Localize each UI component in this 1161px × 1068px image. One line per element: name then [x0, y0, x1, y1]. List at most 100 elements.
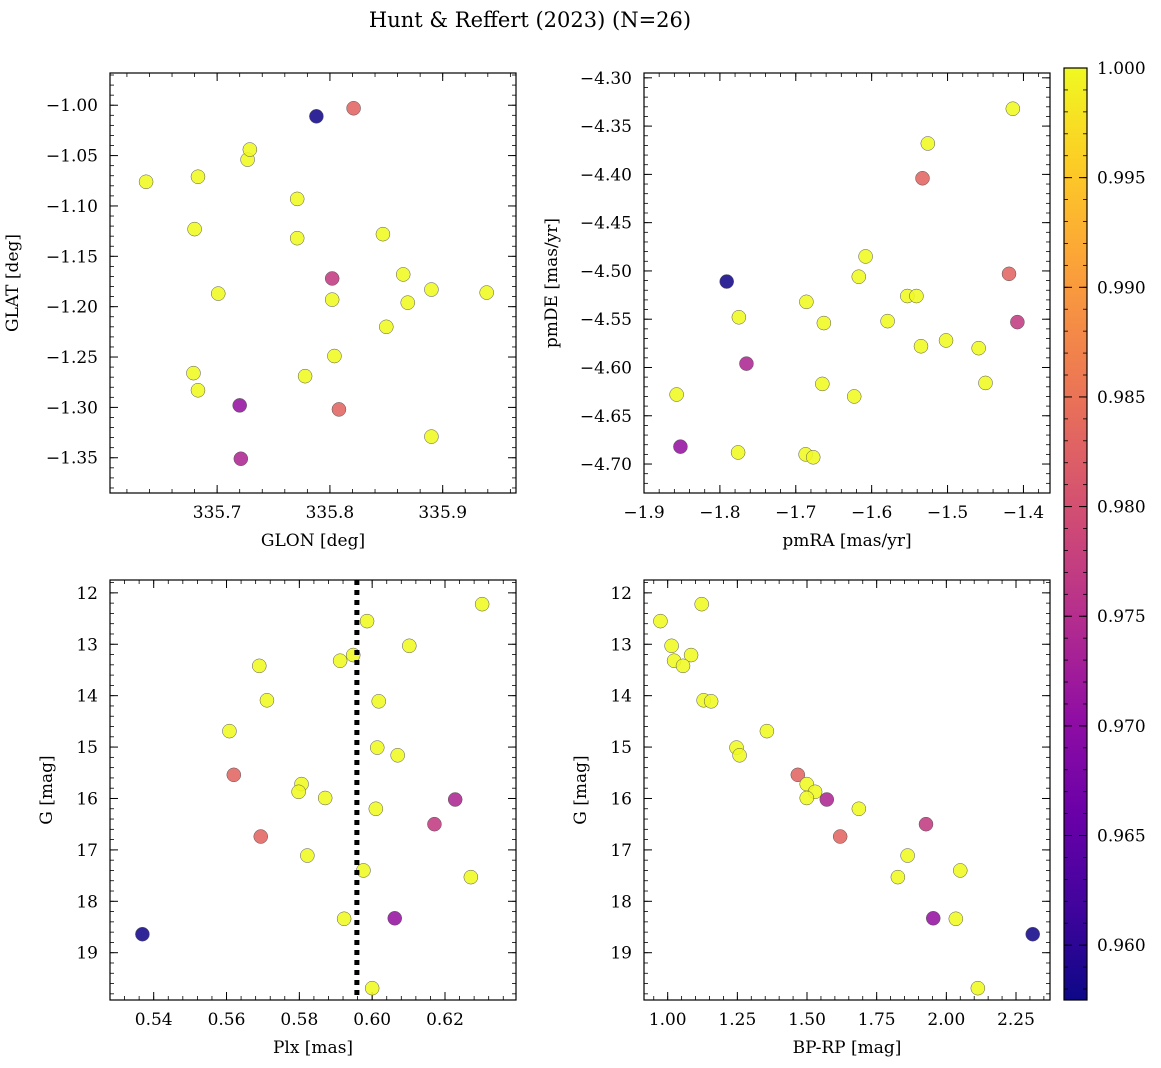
scatter-point: [226, 767, 242, 783]
scatter-point: [719, 274, 734, 289]
y-tick-label: 19: [76, 944, 98, 964]
x-tick-label: 2.00: [927, 1010, 965, 1030]
scatter-point: [851, 801, 867, 817]
scatter-point: [190, 169, 206, 184]
scatter-point: [400, 295, 415, 310]
scatter-point: [732, 748, 747, 763]
scatter-point: [970, 980, 986, 996]
y-tick-label: −4.40: [580, 165, 632, 185]
x-tick-label: 0.62: [426, 1010, 464, 1030]
scatter-point: [971, 340, 986, 356]
scatter-point: [364, 980, 380, 996]
x-tick-label: −1.4: [1003, 503, 1044, 523]
scatter-point: [332, 653, 348, 668]
scatter-point: [327, 348, 342, 364]
scatter-point: [259, 693, 275, 708]
scatter-point: [289, 191, 305, 207]
scatter-point: [331, 402, 347, 417]
y-tick-label: 16: [76, 789, 98, 809]
scatter-point: [816, 315, 832, 331]
x-tick-label: −1.5: [927, 503, 968, 523]
x-tick-label: 0.58: [280, 1010, 318, 1030]
colorbar-gradient: [1063, 67, 1088, 1001]
scatter-point: [673, 439, 688, 454]
scatter-point: [739, 356, 754, 371]
scatter-point: [289, 230, 305, 246]
scatter-point: [395, 267, 411, 282]
scatter-point: [222, 723, 237, 739]
scatter-point: [479, 285, 494, 300]
scatter-point: [232, 398, 247, 413]
scatter-point: [858, 249, 873, 264]
y-tick-label: −4.60: [580, 358, 632, 378]
scatter-point: [324, 271, 340, 286]
x-tick-label: 1.00: [649, 1010, 687, 1030]
scatter-point: [424, 282, 439, 297]
scatter-point: [387, 911, 402, 926]
scatter-point: [474, 596, 490, 612]
y-tick-label: 17: [76, 841, 98, 861]
y-tick-label: 15: [610, 738, 632, 758]
x-tick-label: −1.9: [623, 503, 664, 523]
scatter-point: [211, 286, 226, 301]
scatter-point: [300, 848, 315, 863]
y-tick-label: −1.15: [46, 247, 98, 267]
x-tick-label: 1.75: [858, 1010, 896, 1030]
y-tick-label: −1.20: [46, 298, 98, 318]
plot-frame: [643, 72, 1051, 494]
y-tick-label: −1.35: [46, 449, 98, 469]
y-tick-label: 12: [610, 584, 632, 604]
scatter-point: [900, 848, 915, 863]
scatter-point: [233, 451, 249, 467]
scatter-point: [731, 310, 747, 325]
colorbar-tick-label: 0.965: [1097, 827, 1146, 847]
y-tick-label: 14: [610, 687, 632, 707]
y-tick-label: 18: [610, 892, 632, 912]
y-tick-label: 15: [76, 738, 98, 758]
y-tick-label: −4.65: [580, 407, 632, 427]
scatter-point: [890, 869, 906, 885]
y-tick-label: −1.30: [46, 398, 98, 418]
scatter-point: [297, 368, 313, 384]
scatter-point: [799, 294, 814, 310]
scatter-point: [694, 596, 709, 612]
panel-bprp-g: 1.00 1.25 1.50 1.75 2.00 2.25 12 13 14 15 16 17 18 19…: [571, 579, 1051, 1058]
scatter-point: [368, 801, 384, 817]
scatter-point: [135, 926, 150, 942]
x-axis-label: BP-RP [mag]: [793, 1038, 902, 1058]
scatter-point: [346, 101, 361, 116]
minor-ticks: [109, 580, 516, 1000]
scatter-point: [909, 288, 924, 304]
minor-ticks: [643, 73, 1050, 494]
scatter-point: [920, 136, 936, 151]
scatter-points: [138, 101, 494, 467]
panels: 335.7 335.8 335.9 −1.35 −1.30 −1.25 −1.20 −1.15…: [3, 69, 1051, 1058]
colorbar-tick-label: 0.960: [1097, 936, 1146, 956]
scatter-point: [925, 911, 941, 926]
scatter-point: [675, 658, 691, 674]
x-tick-label: 0.60: [353, 1010, 391, 1030]
scatter-point: [324, 292, 340, 307]
y-tick-label: −4.30: [580, 69, 632, 89]
scatter-point: [252, 658, 267, 674]
x-tick-label: −1.8: [699, 503, 740, 523]
scatter-point: [359, 613, 375, 629]
plot-frame: [109, 72, 517, 494]
y-tick-label: 13: [610, 635, 632, 655]
y-tick-label: −1.05: [46, 147, 98, 167]
scatter-point: [370, 740, 385, 755]
scatter-point: [815, 376, 830, 392]
scatter-point: [664, 638, 679, 654]
x-tick-label: −1.7: [775, 503, 816, 523]
x-tick-label: 0.54: [135, 1010, 173, 1030]
scatter-point: [253, 829, 268, 844]
scatter-point: [669, 387, 684, 402]
scatter-point: [379, 319, 394, 335]
x-tick-label: 335.9: [418, 503, 467, 523]
scatter-point: [978, 375, 993, 391]
scatter-point: [913, 338, 929, 354]
scatter-point: [1005, 101, 1021, 116]
x-tick-label: −1.6: [851, 503, 892, 523]
scatter-point: [759, 723, 775, 739]
